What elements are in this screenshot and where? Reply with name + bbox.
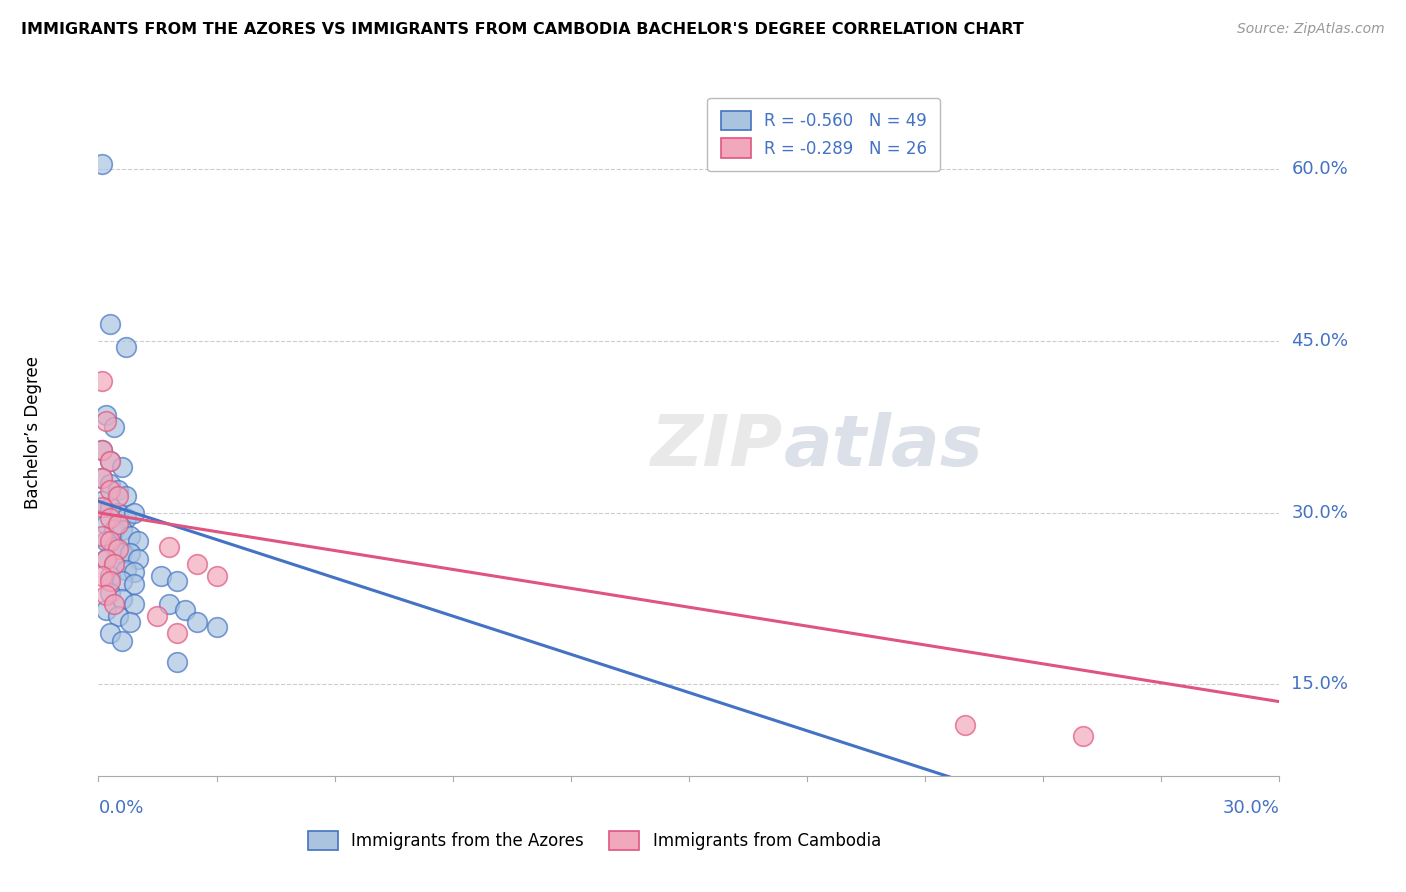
Text: atlas: atlas [783,412,983,481]
Point [115,511,138,525]
Point [122,566,145,580]
Point [107,517,129,532]
Text: Source: ZipAtlas.com: Source: ZipAtlas.com [1237,22,1385,37]
Point [186,615,208,629]
Point [91,442,114,457]
Point [98,454,121,468]
Point [98,586,121,600]
Point [111,591,134,606]
Point [96,414,118,428]
Point [107,483,129,497]
Point [118,528,141,542]
Point [98,483,121,497]
Point [107,506,129,520]
Point [98,454,121,468]
Point [122,506,145,520]
Point [157,598,180,612]
Point [98,626,121,640]
Text: 15.0%: 15.0% [1291,675,1348,693]
Point [111,634,134,648]
Point [91,471,114,485]
Text: IMMIGRANTS FROM THE AZORES VS IMMIGRANTS FROM CAMBODIA BACHELOR'S DEGREE CORRELA: IMMIGRANTS FROM THE AZORES VS IMMIGRANTS… [21,22,1024,37]
Point [91,568,114,582]
Point [111,574,134,589]
Point [205,620,228,634]
Point [98,511,121,525]
Point [103,540,125,554]
Point [115,563,138,577]
Point [174,603,197,617]
Point [91,471,114,485]
Point [186,558,208,572]
Point [122,598,145,612]
Text: 0.0%: 0.0% [98,799,143,817]
Point [1071,729,1094,743]
Point [98,574,121,589]
Point [96,551,118,566]
Point [150,568,173,582]
Point [107,489,129,503]
Point [953,717,976,731]
Point [96,517,118,532]
Point [98,477,121,491]
Point [91,156,114,170]
Point [103,420,125,434]
Point [103,558,125,572]
Point [127,534,149,549]
Point [96,588,118,602]
Text: 45.0%: 45.0% [1291,332,1348,350]
Point [115,489,138,503]
Point [91,442,114,457]
Point [115,340,138,354]
Point [166,655,188,669]
Point [205,568,228,582]
Point [98,500,121,514]
Point [98,317,121,331]
Legend: Immigrants from the Azores, Immigrants from Cambodia: Immigrants from the Azores, Immigrants f… [301,824,887,857]
Point [98,568,121,582]
Point [157,540,180,554]
Point [91,500,114,514]
Point [118,546,141,560]
Point [111,546,134,560]
Point [103,558,125,572]
Point [118,615,141,629]
Point [103,523,125,537]
Point [98,534,121,549]
Point [91,494,114,508]
Point [91,528,114,542]
Point [103,598,125,612]
Point [96,603,118,617]
Point [166,574,188,589]
Point [96,551,118,566]
Point [111,460,134,475]
Point [166,626,188,640]
Text: 30.0%: 30.0% [1291,504,1348,522]
Point [122,576,145,591]
Point [96,409,118,423]
Text: Bachelor’s Degree: Bachelor’s Degree [24,356,42,509]
Point [96,534,118,549]
Point [146,608,169,623]
Text: 60.0%: 60.0% [1291,161,1348,178]
Point [107,542,129,557]
Point [107,608,129,623]
Text: 30.0%: 30.0% [1223,799,1279,817]
Point [127,551,149,566]
Point [111,523,134,537]
Text: ZIP: ZIP [651,412,783,481]
Point [91,374,114,388]
